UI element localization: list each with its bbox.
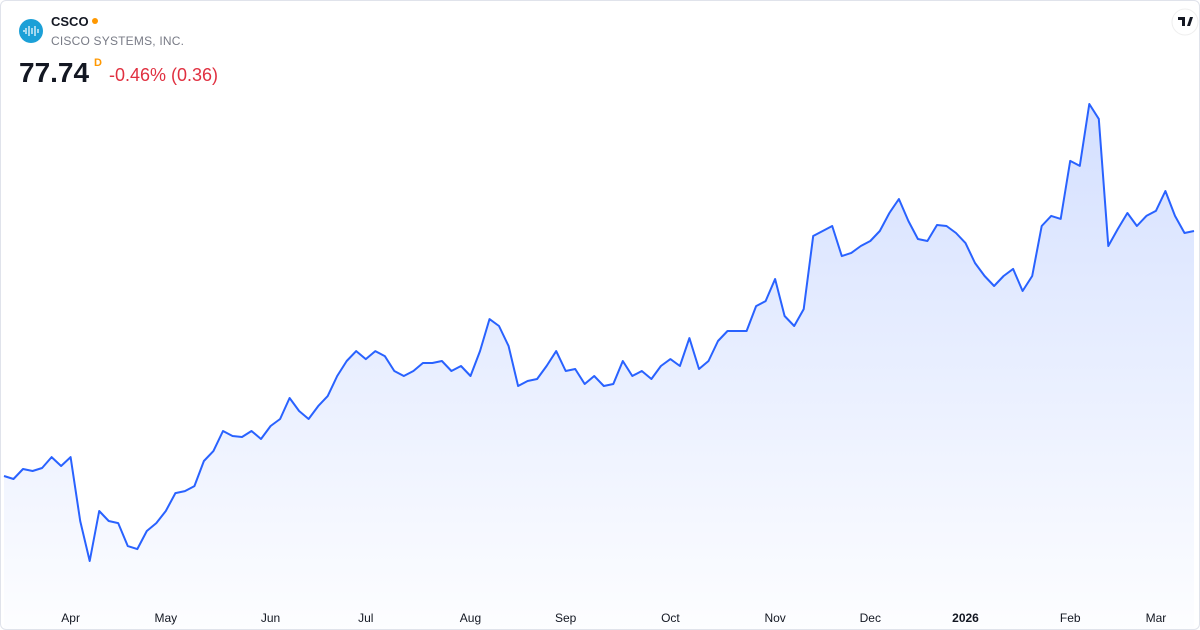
x-tick-label: May [155,611,178,625]
area-fill [4,104,1194,629]
tradingview-logo[interactable] [1171,8,1199,36]
x-tick-label: Aug [460,611,481,625]
symbol: CSCO [51,14,89,29]
x-tick-label: Nov [764,611,785,625]
x-tick-label: Sep [555,611,577,625]
x-tick-label: Jun [261,611,280,625]
market-status-dot [92,18,98,24]
price-change: -0.46% (0.36) [109,65,219,85]
interval: D [94,57,102,69]
price-line [3,103,1195,562]
x-tick-label: Feb [1060,611,1081,625]
x-tick-label: Dec [860,611,881,625]
company-name: CISCO SYSTEMS, INC. [51,34,185,48]
logo [19,19,43,43]
x-tick-label: Jul [358,611,373,625]
x-tick-label: Mar [1146,611,1167,625]
x-tick-label: 2026 [952,611,979,625]
price: 77.74 [19,57,90,88]
x-tick-label: Oct [661,611,680,625]
x-tick-label: Apr [61,611,80,625]
